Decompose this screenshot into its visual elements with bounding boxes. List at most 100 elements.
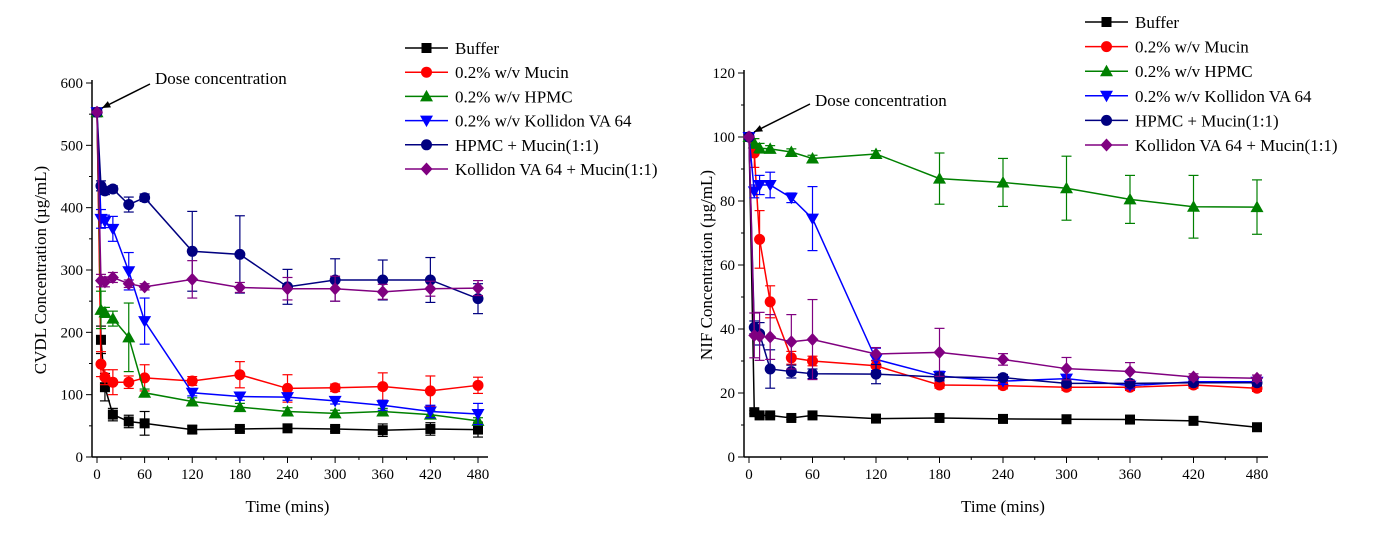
legend: Buffer 0.2% w/v Mucin 0.2% w/v HPMC 0.2% w/… xyxy=(405,39,658,179)
data-point xyxy=(186,272,199,286)
data-point xyxy=(786,412,797,423)
chart-1: 0 60 120 180 240 300 360 420 480 0 100 200 300 400 500… xyxy=(31,39,658,516)
legend-item: 0.2% w/v Mucin xyxy=(405,63,569,82)
data-point xyxy=(185,387,199,400)
data-point xyxy=(754,410,765,421)
data-point xyxy=(471,408,485,421)
data-point xyxy=(107,376,119,388)
data-point xyxy=(376,285,389,299)
y-tick-label: 0 xyxy=(728,450,736,466)
data-point xyxy=(282,382,293,394)
legend-marker xyxy=(420,162,433,176)
y-tick-label: 100 xyxy=(61,388,84,404)
data-point xyxy=(934,371,945,383)
data-point xyxy=(99,371,111,383)
data-point xyxy=(91,105,103,119)
legend-marker xyxy=(1100,90,1113,103)
data-point xyxy=(106,223,120,236)
data-point xyxy=(753,141,767,154)
data-point xyxy=(785,335,798,349)
data-point xyxy=(472,379,484,391)
legend-item: 0.2% w/v HPMC xyxy=(405,87,573,106)
data-point xyxy=(1123,192,1137,205)
data-point xyxy=(754,233,766,245)
data-point xyxy=(933,345,946,359)
legend-label: HPMC + Mucin(1:1) xyxy=(455,136,599,155)
legend-item: HPMC + Mucin(1:1) xyxy=(1085,111,1279,130)
data-point xyxy=(187,424,198,435)
x-tick-label: 420 xyxy=(1182,467,1205,483)
y-tick-label: 100 xyxy=(713,130,736,146)
legend-marker xyxy=(421,66,432,78)
x-tick-label: 360 xyxy=(372,467,395,483)
data-point xyxy=(377,381,389,393)
data-point xyxy=(472,281,484,295)
legend-item: 0.2% w/v Kollidon VA 64 xyxy=(405,112,632,131)
data-point xyxy=(123,416,134,427)
x-tick-label: 480 xyxy=(467,467,490,483)
data-point xyxy=(1060,181,1073,194)
data-point xyxy=(807,410,818,421)
data-point xyxy=(806,333,819,347)
series-line xyxy=(96,112,479,392)
data-point xyxy=(122,266,136,278)
data-point xyxy=(998,413,1008,424)
data-point xyxy=(1187,370,1200,384)
data-point xyxy=(1060,362,1073,376)
x-tick-label: 300 xyxy=(324,467,347,483)
legend-label: 0.2% w/v HPMC xyxy=(455,87,573,106)
legend-marker xyxy=(1101,114,1112,126)
data-point xyxy=(765,410,776,421)
y-tick-label: 500 xyxy=(61,138,84,154)
y-tick-label: 600 xyxy=(61,76,84,92)
data-point xyxy=(185,395,199,407)
data-point xyxy=(329,382,341,394)
legend-label: 0.2% w/v Mucin xyxy=(455,63,569,82)
x-tick-label: 120 xyxy=(181,467,204,483)
data-point xyxy=(376,400,390,412)
data-point xyxy=(233,400,247,413)
series-1 xyxy=(92,107,483,438)
data-point xyxy=(1250,200,1264,213)
legend: Buffer 0.2% w/v Mucin 0.2% w/v HPMC 0.2% w/… xyxy=(1085,13,1338,155)
data-point xyxy=(784,145,798,158)
data-point xyxy=(233,280,246,294)
data-point xyxy=(763,142,777,154)
data-point xyxy=(281,282,294,296)
data-point xyxy=(123,199,135,211)
legend-label: 0.2% w/v Mucin xyxy=(1135,38,1249,57)
legend-label: Buffer xyxy=(1135,13,1179,32)
data-point xyxy=(330,423,341,434)
legend-marker xyxy=(421,139,432,151)
x-tick-label: 180 xyxy=(928,467,951,483)
legend-item: Buffer xyxy=(1085,13,1179,32)
chart-2: 0 60 120 180 240 300 360 420 480 0 20 40 60 80 100 120 T… xyxy=(697,13,1338,516)
data-point xyxy=(377,425,388,436)
legend-label: 0.2% w/v Kollidon VA 64 xyxy=(1135,87,1312,106)
legend-marker xyxy=(1100,138,1113,152)
y-axis-label: CVDL Concentration (µg/mL) xyxy=(31,166,50,374)
series-2 xyxy=(91,106,484,407)
legend-item: 0.2% w/v HPMC xyxy=(1085,62,1253,81)
data-point xyxy=(425,423,436,434)
series-4 xyxy=(90,107,485,426)
legend-item: Kollidon VA 64 + Mucin(1:1) xyxy=(405,160,658,179)
data-point xyxy=(743,130,755,144)
data-point xyxy=(934,379,945,391)
y-tick-label: 200 xyxy=(61,325,84,341)
data-point xyxy=(997,372,1009,384)
data-point xyxy=(806,151,819,164)
data-point xyxy=(764,330,777,344)
data-point xyxy=(753,329,766,343)
series-3 xyxy=(742,130,1264,239)
data-point xyxy=(123,376,135,388)
data-point xyxy=(933,172,946,184)
legend-label: 0.2% w/v Kollidon VA 64 xyxy=(455,112,632,131)
x-tick-label: 0 xyxy=(745,467,753,483)
data-point xyxy=(234,248,246,260)
series-6 xyxy=(743,130,1263,385)
legend-marker xyxy=(420,115,433,128)
legend-item: Buffer xyxy=(405,39,499,58)
data-point xyxy=(233,391,247,404)
data-point xyxy=(282,423,293,434)
